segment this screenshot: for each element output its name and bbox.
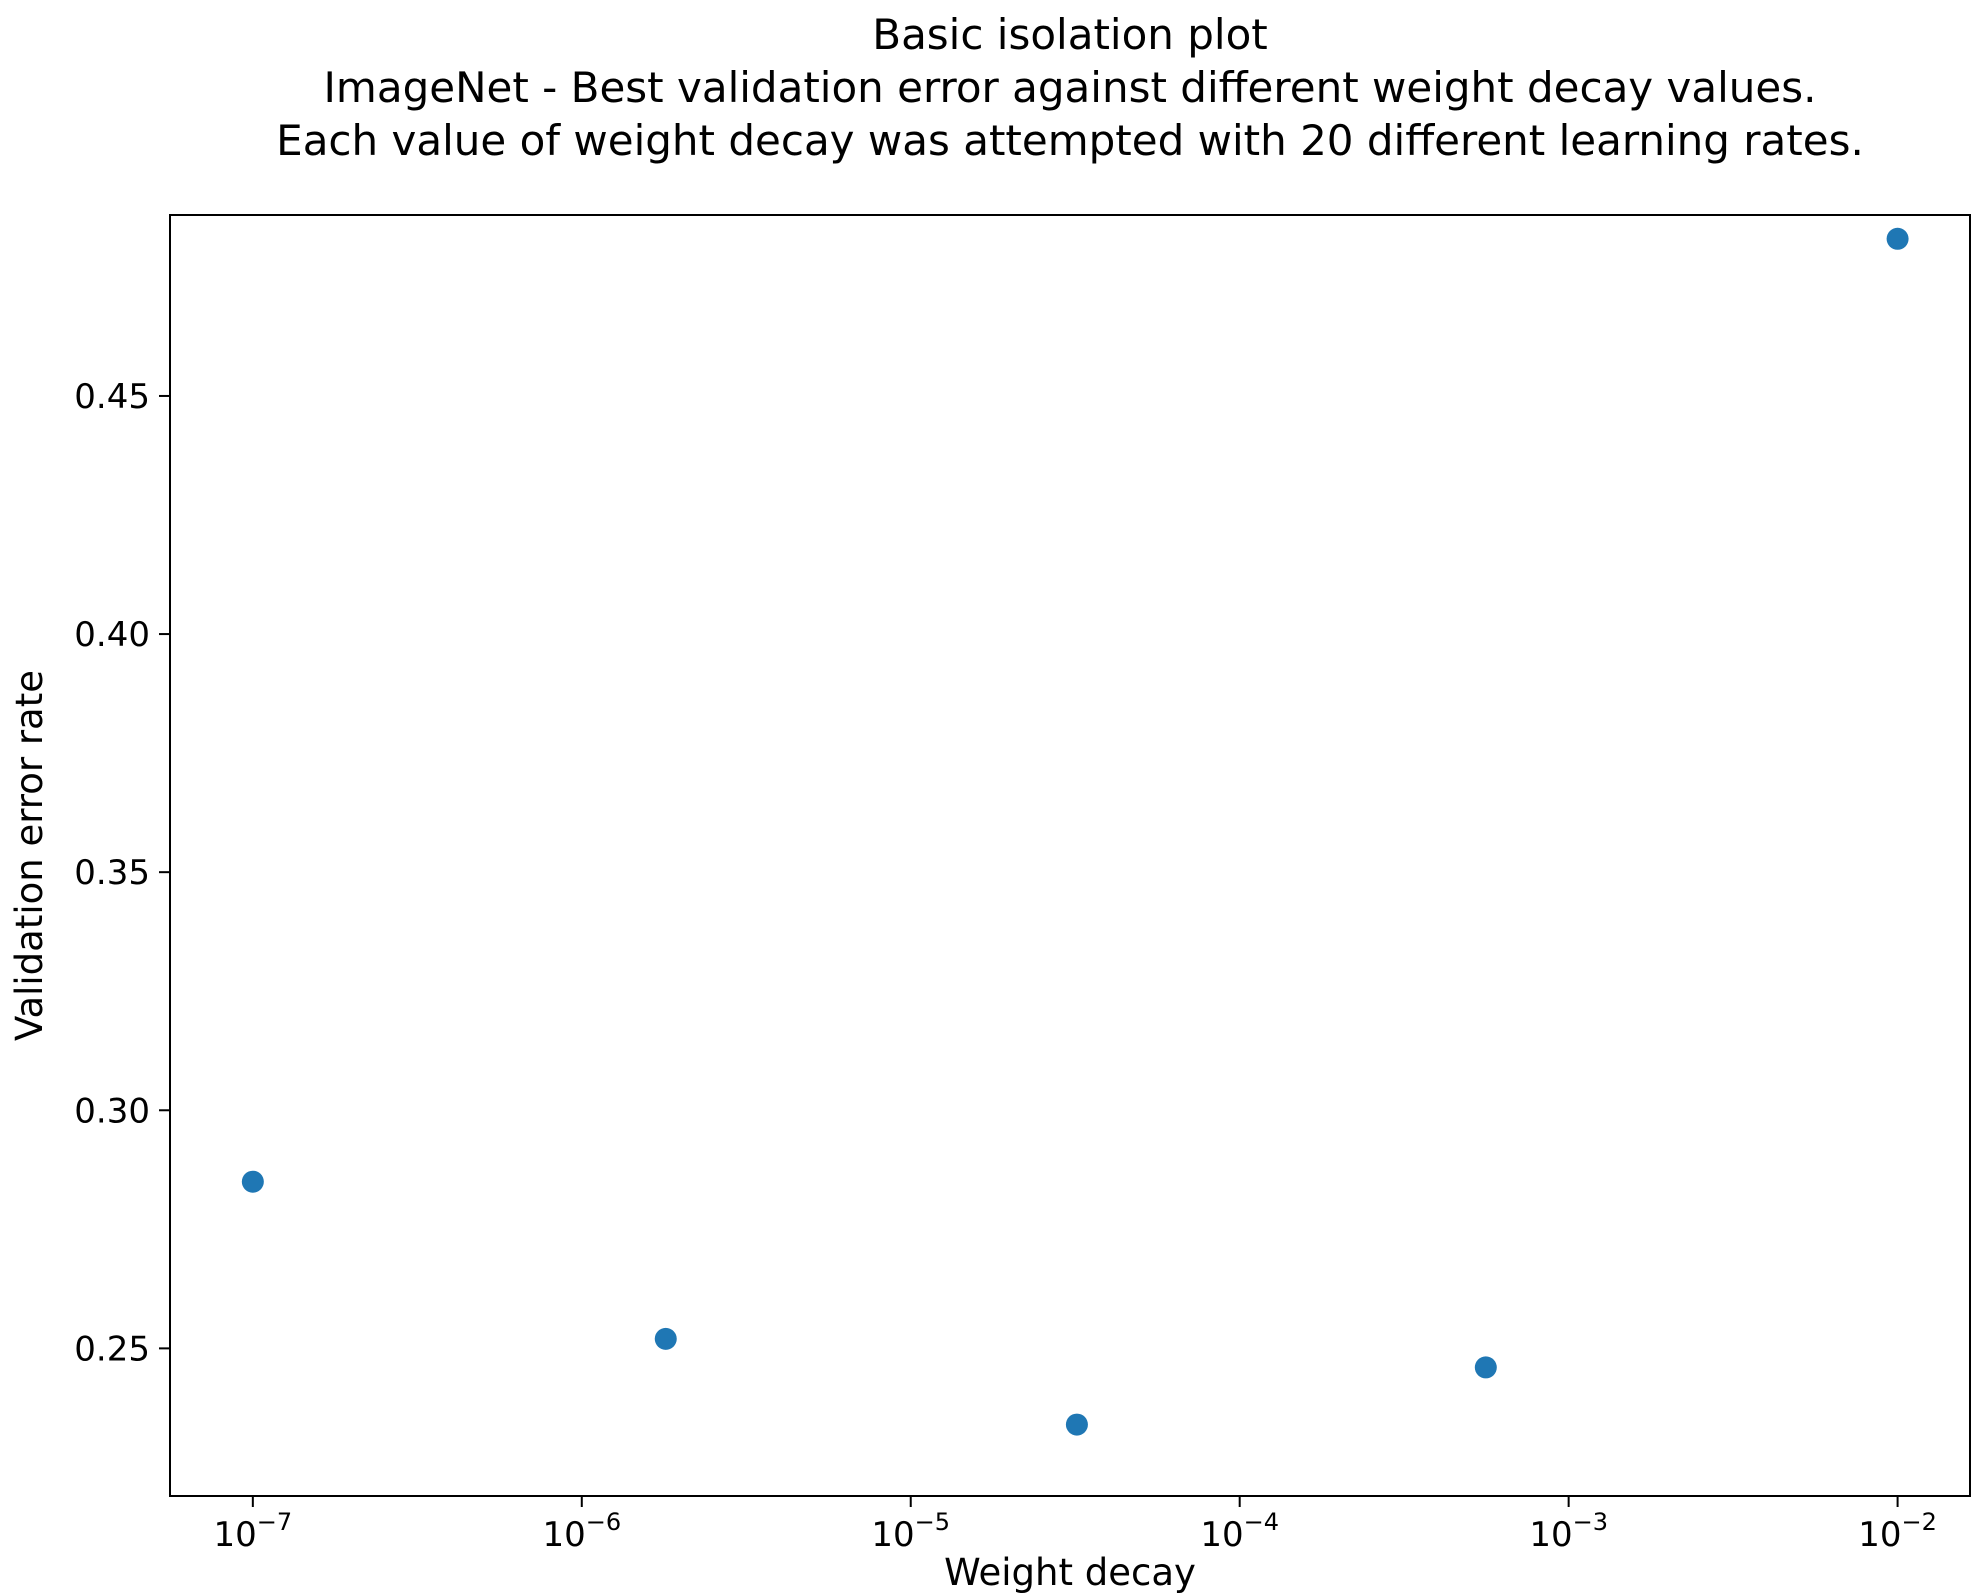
data-point bbox=[241, 1170, 264, 1193]
x-axis-tick-label: 10−4 bbox=[1200, 1508, 1279, 1555]
x-axis-tick-label: 10−5 bbox=[871, 1508, 950, 1555]
x-axis-label: Weight decay bbox=[944, 1551, 1196, 1594]
data-point bbox=[1886, 227, 1909, 250]
y-axis-tick-label: 0.40 bbox=[74, 615, 150, 655]
y-axis-tick-label: 0.35 bbox=[74, 853, 150, 893]
y-axis-tick-label: 0.30 bbox=[74, 1091, 150, 1131]
x-axis-tick-label: 10−3 bbox=[1529, 1508, 1608, 1555]
chart-title-line-2: ImageNet - Best validation error against… bbox=[323, 63, 1817, 112]
data-point bbox=[1474, 1356, 1497, 1379]
x-axis-tick-label: 10−2 bbox=[1858, 1508, 1937, 1555]
data-point bbox=[654, 1327, 677, 1350]
chart-title: Basic isolation plot ImageNet - Best val… bbox=[170, 8, 1970, 167]
plot-frame bbox=[169, 214, 1971, 1497]
y-axis-label: Validation error rate bbox=[8, 670, 51, 1041]
y-axis-tick-label: 0.25 bbox=[74, 1329, 150, 1369]
x-axis-tick-label: 10−7 bbox=[214, 1508, 293, 1555]
chart-title-line-1: Basic isolation plot bbox=[872, 10, 1268, 59]
y-axis-tick-label: 0.45 bbox=[74, 377, 150, 417]
chart-title-line-3: Each value of weight decay was attempted… bbox=[276, 116, 1864, 165]
x-axis-tick-label: 10−6 bbox=[542, 1508, 621, 1555]
data-point bbox=[1065, 1413, 1088, 1436]
